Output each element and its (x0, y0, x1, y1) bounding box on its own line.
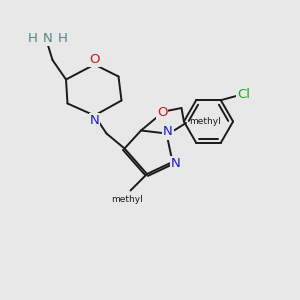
Text: N: N (90, 114, 99, 128)
Text: H: H (28, 32, 38, 46)
Text: N: N (171, 157, 180, 170)
Text: Cl: Cl (237, 88, 250, 101)
Text: H: H (58, 32, 68, 46)
Text: N: N (163, 125, 173, 139)
Text: N: N (43, 32, 53, 45)
Text: methyl: methyl (112, 195, 143, 204)
Text: O: O (89, 52, 100, 66)
Text: methyl: methyl (189, 117, 221, 126)
Text: O: O (157, 106, 167, 119)
